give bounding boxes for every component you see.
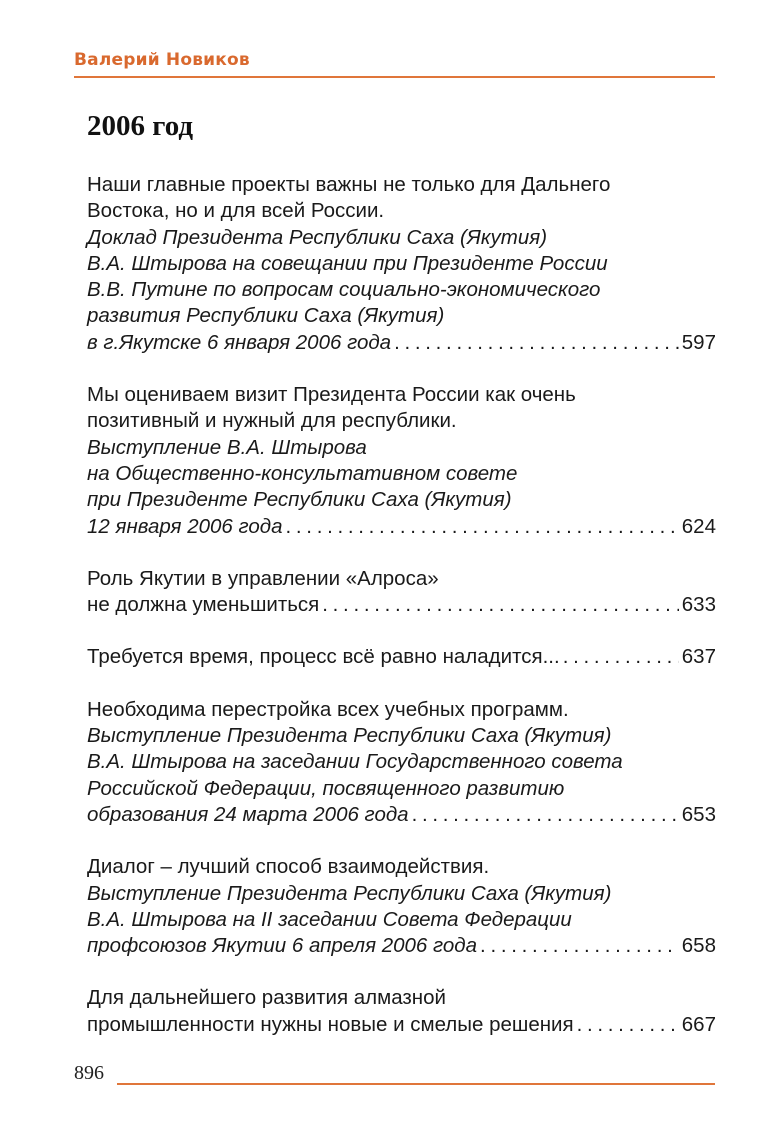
page-number: 896 xyxy=(74,1062,104,1084)
dot-leader xyxy=(394,330,679,356)
entry-subtitle-line: Выступление Президента Республики Саха (… xyxy=(87,724,612,748)
toc-entry[interactable]: Требуется время, процесс всё равно налад… xyxy=(87,644,716,670)
entry-title-line: Необходима перестройка всех учебных прог… xyxy=(87,697,569,721)
entry-subtitle-line: В.А. Штырова на совещании при Президенте… xyxy=(87,251,608,275)
toc-entry[interactable]: Роль Якутии в управлении «Алроса» не долж… xyxy=(87,566,716,619)
entry-subtitle-line: Выступление В.А. Штырова xyxy=(87,435,367,459)
entry-subtitle-line: при Президенте Республики Саха (Якутия) xyxy=(87,488,512,512)
toc-entry[interactable]: Необходима перестройка всех учебных прог… xyxy=(87,697,716,828)
entry-page-number[interactable]: 597 xyxy=(681,330,716,354)
entry-page-number[interactable]: 658 xyxy=(681,934,716,958)
entry-page-number[interactable]: 637 xyxy=(681,645,716,669)
dot-leader xyxy=(563,644,679,670)
entry-subtitle-line: Российской Федерации, посвященного разви… xyxy=(87,776,565,800)
entry-title-line: Диалог – лучший способ взаимодействия. xyxy=(87,855,490,879)
entry-line-text: не должна уменьшиться xyxy=(87,593,320,617)
entry-last-line: Требуется время, процесс всё равно налад… xyxy=(87,644,716,670)
entry-page-number[interactable]: 624 xyxy=(681,514,716,538)
entry-title-line: Роль Якутии в управлении «Алроса» xyxy=(87,566,439,590)
entry-title-line: Для дальнейшего развития алмазной xyxy=(87,986,446,1010)
running-head: Валерий Новиков xyxy=(74,50,250,70)
dot-leader xyxy=(412,802,679,828)
entry-line-text: 12 января 2006 года xyxy=(87,514,283,538)
toc-entry[interactable]: Наши главные проекты важны не только для… xyxy=(87,172,716,356)
toc-entry[interactable]: Для дальнейшего развития алмазной промышл… xyxy=(87,985,716,1038)
header-rule xyxy=(74,76,715,78)
entry-subtitle-line: В.А. Штырова на II заседании Совета Феде… xyxy=(87,907,572,931)
section-title: 2006 год xyxy=(87,110,194,142)
entry-title-line: позитивный и нужный для республики. xyxy=(87,409,457,433)
entry-line-text: образования 24 марта 2006 года xyxy=(87,802,409,826)
entry-subtitle-line: Доклад Президента Республики Саха (Якути… xyxy=(87,225,548,249)
entry-page-number[interactable]: 653 xyxy=(681,802,716,826)
entry-last-line: 12 января 2006 года 624 xyxy=(87,514,716,540)
entry-page-number[interactable]: 633 xyxy=(681,593,716,617)
entry-title-line: Мы оцениваем визит Президента России как… xyxy=(87,383,576,407)
toc-entry[interactable]: Диалог – лучший способ взаимодействия. Вы… xyxy=(87,854,716,959)
entry-page-number[interactable]: 667 xyxy=(681,1012,716,1036)
entry-title-line: Востока, но и для всей России. xyxy=(87,199,385,223)
toc-entry[interactable]: Мы оцениваем визит Президента России как… xyxy=(87,382,716,540)
entry-subtitle-line: В.А. Штырова на заседании Государственно… xyxy=(87,750,623,774)
entry-title-line: Наши главные проекты важны не только для… xyxy=(87,173,611,196)
entry-last-line: образования 24 марта 2006 года 653 xyxy=(87,802,716,828)
entry-line-text: промышленности нужны новые и смелые реше… xyxy=(87,1012,574,1036)
entry-last-line: не должна уменьшиться 633 xyxy=(87,592,716,618)
entry-subtitle-line: Выступление Президента Республики Саха (… xyxy=(87,881,612,905)
entry-last-line: промышленности нужны новые и смелые реше… xyxy=(87,1012,716,1038)
entry-subtitle-line: развития Республики Саха (Якутия) xyxy=(87,304,445,328)
entry-last-line: профсоюзов Якутии 6 апреля 2006 года 658 xyxy=(87,933,716,959)
footer-rule xyxy=(117,1083,715,1085)
entry-line-text: профсоюзов Якутии 6 апреля 2006 года xyxy=(87,934,478,958)
entry-last-line: в г.Якутске 6 января 2006 года 597 xyxy=(87,330,716,356)
table-of-contents: Наши главные проекты важны не только для… xyxy=(87,172,716,1064)
entry-subtitle-line: на Общественно-консультативном совете xyxy=(87,461,518,485)
dot-leader xyxy=(286,514,679,540)
entry-line-text: Требуется время, процесс всё равно налад… xyxy=(87,645,560,669)
entry-subtitle-line: В.В. Путине по вопросам социально-эконом… xyxy=(87,278,601,302)
dot-leader xyxy=(480,933,679,959)
dot-leader xyxy=(577,1012,679,1038)
dot-leader xyxy=(322,592,679,618)
entry-line-text: в г.Якутске 6 января 2006 года xyxy=(87,330,392,354)
